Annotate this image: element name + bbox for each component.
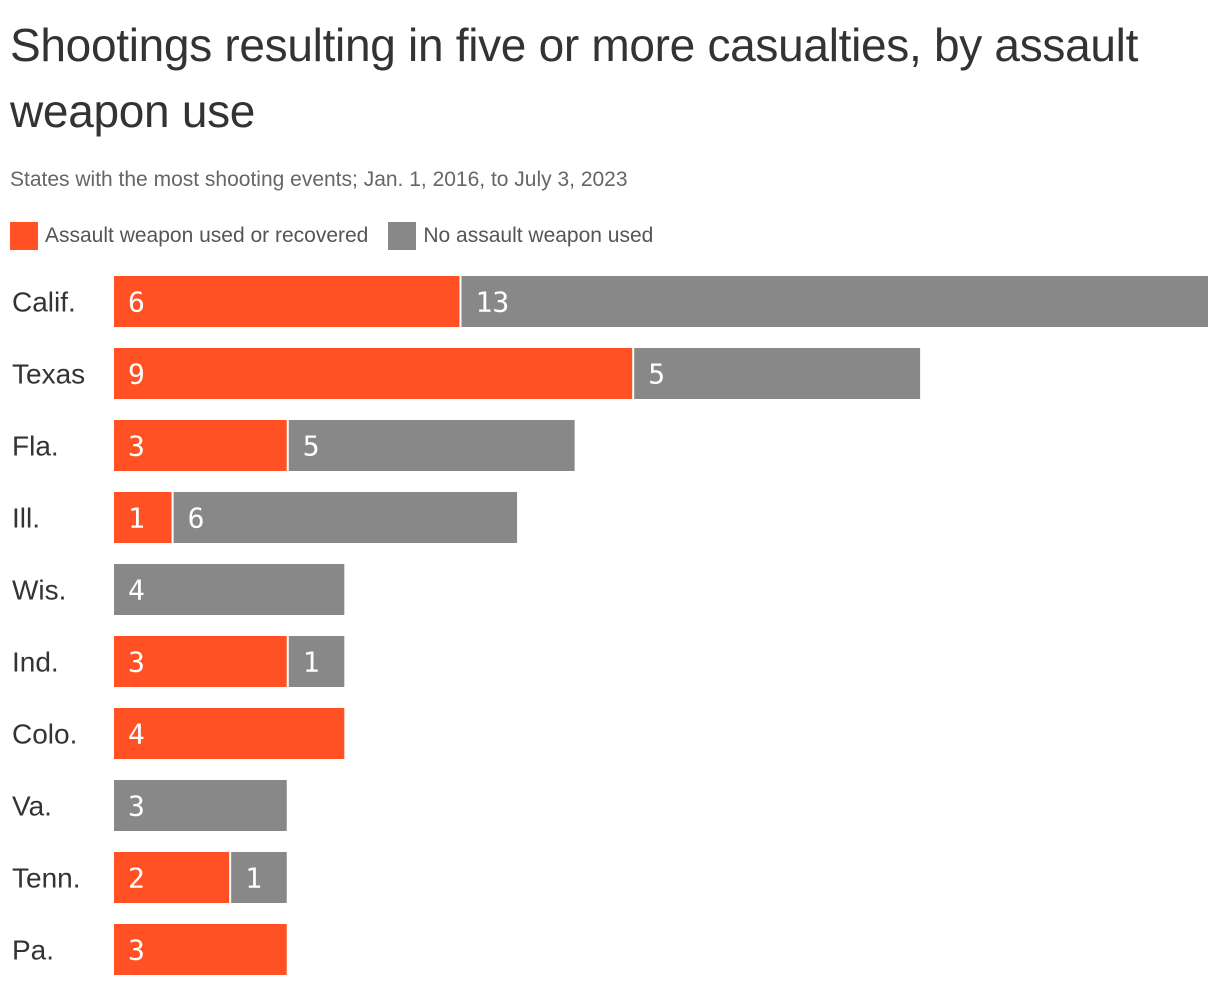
bar-tenn-series-1 bbox=[231, 852, 287, 903]
legend-swatch-no-assault bbox=[388, 222, 417, 250]
legend-swatch-assault bbox=[10, 222, 38, 250]
bar-value-label-calif-series-1: 13 bbox=[475, 286, 509, 319]
bar-texas-series-1 bbox=[634, 348, 921, 399]
category-label-wis: Wis. bbox=[12, 575, 66, 606]
chart-subtitle: States with the most shooting events; Ja… bbox=[10, 168, 628, 191]
category-label-tenn: Tenn. bbox=[12, 863, 81, 894]
legend-item-no-assault: No assault weapon used bbox=[388, 222, 653, 250]
bar-value-label-wis-series-1: 4 bbox=[128, 574, 145, 607]
bar-colo-series-0 bbox=[114, 708, 345, 759]
bar-value-label-ill-series-0: 1 bbox=[128, 502, 145, 535]
bar-ill-series-1 bbox=[173, 492, 518, 543]
bar-value-label-fla-series-1: 5 bbox=[303, 430, 320, 463]
category-label-fla: Fla. bbox=[12, 431, 59, 462]
bar-tenn-series-0 bbox=[114, 852, 230, 903]
bar-fla-series-0 bbox=[114, 420, 287, 471]
bar-ind-series-1 bbox=[288, 636, 345, 687]
bar-ill-series-0 bbox=[114, 492, 172, 543]
bar-calif-series-0 bbox=[114, 276, 460, 327]
bar-value-label-ind-series-0: 3 bbox=[128, 646, 145, 679]
bar-ind-series-0 bbox=[114, 636, 287, 687]
category-label-va: Va. bbox=[12, 791, 52, 822]
bar-value-label-fla-series-0: 3 bbox=[128, 430, 145, 463]
bar-value-label-texas-series-1: 5 bbox=[648, 358, 665, 391]
bar-fla-series-1 bbox=[288, 420, 575, 471]
bar-value-label-ind-series-1: 1 bbox=[303, 646, 320, 679]
legend-label-no-assault: No assault weapon used bbox=[423, 224, 654, 247]
bar-value-label-pa-series-0: 3 bbox=[128, 934, 145, 967]
bar-value-label-tenn-series-0: 2 bbox=[128, 862, 145, 895]
legend-item-assault: Assault weapon used or recovered bbox=[10, 222, 368, 250]
legend-label-assault: Assault weapon used or recovered bbox=[45, 224, 369, 247]
category-label-colo: Colo. bbox=[12, 719, 77, 750]
bar-value-label-tenn-series-1: 1 bbox=[245, 862, 262, 895]
bar-texas-series-0 bbox=[114, 348, 633, 399]
bar-value-label-calif-series-0: 6 bbox=[128, 286, 145, 319]
bar-value-label-va-series-1: 3 bbox=[128, 790, 145, 823]
bar-pa-series-0 bbox=[114, 924, 287, 975]
chart-title: Shootings resulting in five or more casu… bbox=[10, 19, 1139, 137]
category-label-pa: Pa. bbox=[12, 935, 54, 966]
chart-legend: Assault weapon used or recovered No assa… bbox=[10, 222, 673, 250]
bar-value-label-texas-series-0: 9 bbox=[128, 358, 145, 391]
category-label-ill: Ill. bbox=[12, 503, 40, 534]
bar-value-label-ill-series-1: 6 bbox=[188, 502, 205, 535]
bar-value-label-colo-series-0: 4 bbox=[128, 718, 145, 751]
category-label-calif: Calif. bbox=[12, 287, 76, 318]
category-label-ind: Ind. bbox=[12, 647, 59, 678]
category-label-texas: Texas bbox=[12, 359, 85, 390]
bar-wis-series-1 bbox=[114, 564, 345, 615]
bar-calif-series-1 bbox=[461, 276, 1208, 327]
bar-va-series-1 bbox=[114, 780, 287, 831]
